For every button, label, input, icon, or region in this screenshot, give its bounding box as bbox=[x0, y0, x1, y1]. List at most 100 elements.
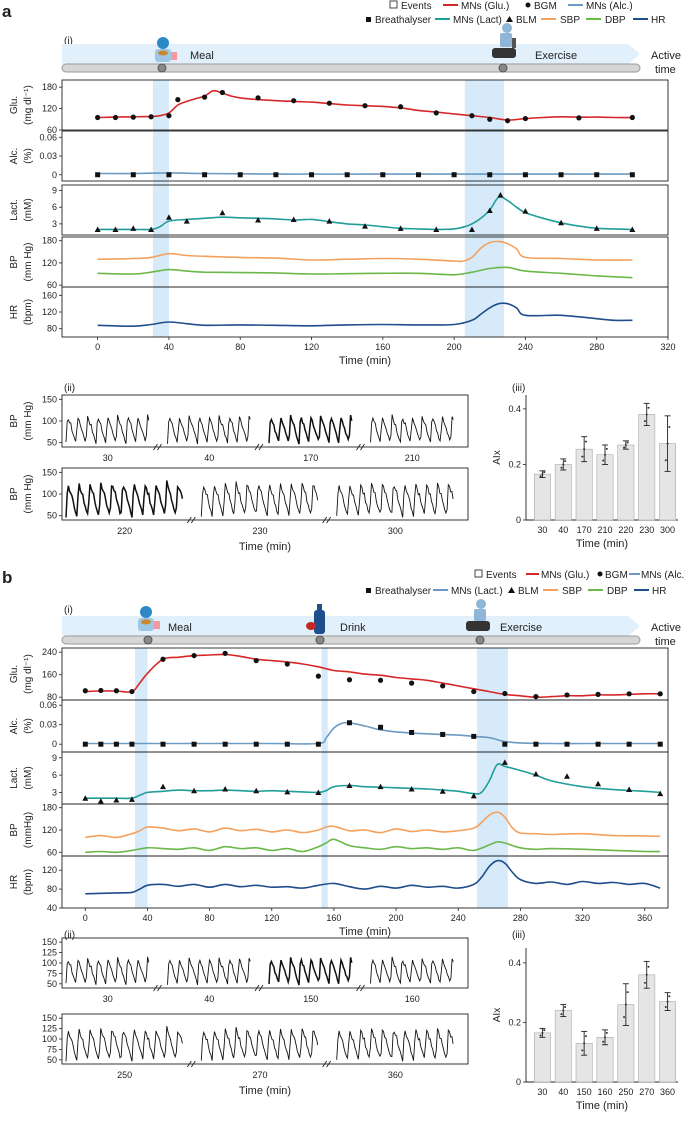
panel-a-iii-label: (iii) bbox=[512, 383, 525, 394]
wave-ytick-label-a-0-2: 150 bbox=[42, 394, 57, 404]
bar-point-b-0-2 bbox=[543, 1029, 546, 1032]
point-b-2-1-17 bbox=[564, 773, 570, 779]
point-a-1-1-0 bbox=[95, 172, 101, 178]
timeline-b-track bbox=[61, 635, 641, 645]
point-b-0-1-5 bbox=[191, 652, 197, 659]
bar-point-b-1-1 bbox=[562, 1009, 565, 1012]
legend-b-mns-lact: MNs (Lact.) bbox=[451, 586, 503, 597]
bar-point-a-2-2 bbox=[584, 440, 587, 443]
point-b-1-1-3 bbox=[129, 741, 135, 747]
legend-sbp: SBP bbox=[560, 15, 580, 26]
bar-xtick-label-a-2: 170 bbox=[577, 525, 592, 535]
wave-ytick-label-b-0-3: 125 bbox=[42, 948, 57, 958]
bar-xtick-label-a-5: 230 bbox=[639, 525, 654, 535]
point-a-0-1-1 bbox=[112, 114, 119, 121]
wave-ytick-label-a-0-1: 100 bbox=[42, 416, 57, 426]
point-b-0-1-15 bbox=[502, 690, 508, 697]
waveform-b-1-1 bbox=[200, 1027, 319, 1061]
point-b-0-1-7 bbox=[253, 658, 259, 664]
ytick-label-b-1-0: 0 bbox=[52, 739, 57, 749]
legend-mns-glu: MNs (Glu.) bbox=[461, 1, 509, 12]
waveform-a-0-3 bbox=[370, 414, 454, 444]
bar-xtick-label-b-2: 150 bbox=[577, 1087, 592, 1097]
ylabel-b-2-a: Lact. bbox=[9, 767, 20, 789]
exercise-event-dot bbox=[498, 63, 508, 73]
ytick-label-a-2-0: 3 bbox=[52, 219, 57, 229]
axis-break-b-0-0 bbox=[153, 984, 162, 992]
series-line-a-4-0 bbox=[97, 302, 633, 328]
point-a-2-1-16 bbox=[522, 208, 529, 214]
drink-bottle-icon bbox=[306, 604, 325, 634]
wave-segment-label-b-0-1: 40 bbox=[204, 994, 214, 1004]
point-a-1-1-4 bbox=[237, 172, 243, 178]
point-b-0-1-17 bbox=[564, 692, 570, 698]
point-b-1-1-9 bbox=[315, 741, 321, 747]
waveform-b-0-0 bbox=[65, 956, 150, 985]
bar-xtick-label-b-5: 270 bbox=[639, 1087, 654, 1097]
exercise-person-icon bbox=[492, 23, 516, 58]
bar-xlabel-a: Time (min) bbox=[576, 538, 628, 550]
legend-b-events-marker bbox=[474, 569, 483, 578]
xtick-label-b-9: 360 bbox=[637, 913, 652, 923]
bar-point-b-6-0 bbox=[664, 1005, 667, 1008]
bar-point-a-0-0 bbox=[539, 475, 542, 478]
event-band-b-2 bbox=[476, 648, 508, 908]
panel-frame-b-4 bbox=[61, 855, 669, 909]
point-a-0-1-17 bbox=[522, 115, 529, 122]
point-b-0-1-4 bbox=[160, 656, 166, 662]
bar-point-b-0-0 bbox=[539, 1034, 542, 1037]
legend-b-breath-marker bbox=[366, 588, 371, 593]
bar-point-b-3-1 bbox=[604, 1036, 606, 1039]
point-b-2-1-1 bbox=[97, 798, 104, 804]
bar-point-b-0-1 bbox=[541, 1031, 544, 1034]
ytick-label-a-3-0: 60 bbox=[47, 280, 57, 290]
point-b-0-1-9 bbox=[315, 673, 321, 679]
bar-point-a-1-2 bbox=[564, 460, 567, 463]
wave-segment-label-a-1-1: 230 bbox=[252, 526, 267, 536]
ytick-label-b-4-1: 80 bbox=[47, 884, 57, 894]
wave-frame-b-1 bbox=[61, 1013, 469, 1065]
point-a-1-1-3 bbox=[202, 172, 208, 178]
axis-break-a-1-0 bbox=[186, 516, 196, 524]
chart-b-i: 80 160 240 Glu. (mg dl⁻¹) 0 0.03 0.06 Alc. (%) 3 6 9… bbox=[9, 647, 669, 938]
ylabel-b-1-b: (%) bbox=[23, 718, 34, 734]
xtick-label-b-4: 160 bbox=[326, 913, 341, 923]
point-a-2-1-2 bbox=[130, 225, 137, 231]
ylabel-b-4-b: (bpm) bbox=[23, 869, 34, 895]
point-b-1-1-17 bbox=[564, 741, 570, 747]
series-line-b-3-0 bbox=[85, 811, 661, 839]
bar-a-5 bbox=[638, 414, 656, 521]
wave-segment-label-b-1-2: 360 bbox=[388, 1070, 403, 1080]
ylabel-a-2-b: (mM) bbox=[23, 198, 34, 221]
point-b-0-1-3 bbox=[129, 688, 135, 695]
ytick-label-b-3-2: 180 bbox=[42, 803, 57, 813]
point-a-1-1-9 bbox=[415, 172, 421, 178]
legend-b-events: Events bbox=[486, 570, 517, 581]
point-a-1-1-6 bbox=[309, 172, 315, 178]
point-a-0-1-3 bbox=[148, 114, 154, 120]
point-a-1-1-8 bbox=[380, 172, 386, 178]
timeline-b-meal-label: Meal bbox=[168, 622, 192, 634]
bar-b-1 bbox=[554, 1010, 572, 1083]
point-b-0-1-10 bbox=[346, 677, 353, 683]
point-b-0-1-14 bbox=[471, 688, 477, 695]
waveform-b-0-1 bbox=[167, 957, 251, 986]
chart-a-i: 60 120 180 Glu. (mg dl⁻¹) 0 0.03 0.06 Alc. (%) 3 6 9… bbox=[9, 79, 676, 367]
legend-b-bgm-marker bbox=[597, 571, 603, 577]
series-line-b-0-0 bbox=[85, 653, 661, 699]
bar-xtick-label-a-3: 210 bbox=[597, 525, 612, 535]
bar-point-a-2-0 bbox=[581, 455, 584, 458]
panel-frame-b-2 bbox=[61, 751, 669, 805]
ylabel-a-4-a: HR bbox=[9, 305, 20, 319]
point-b-2-1-14 bbox=[470, 792, 477, 799]
wave-ylabel-a-0-b: (mm Hg) bbox=[23, 402, 34, 441]
ylabel-b-0-b: (mg dl⁻¹) bbox=[23, 654, 34, 694]
xtick-label-a-4: 160 bbox=[375, 342, 390, 352]
axis-break-b-1-1 bbox=[322, 1060, 332, 1068]
panel-a-ii-label: (ii) bbox=[64, 383, 75, 394]
legend-b-breathalyser: Breathalyser bbox=[375, 586, 432, 597]
waveform-a-1-0 bbox=[65, 480, 184, 518]
xtick-label-a-1: 40 bbox=[164, 342, 174, 352]
bar-ytick-label-a-2: 0.4 bbox=[508, 404, 521, 414]
xtick-label-b-6: 240 bbox=[451, 913, 466, 923]
